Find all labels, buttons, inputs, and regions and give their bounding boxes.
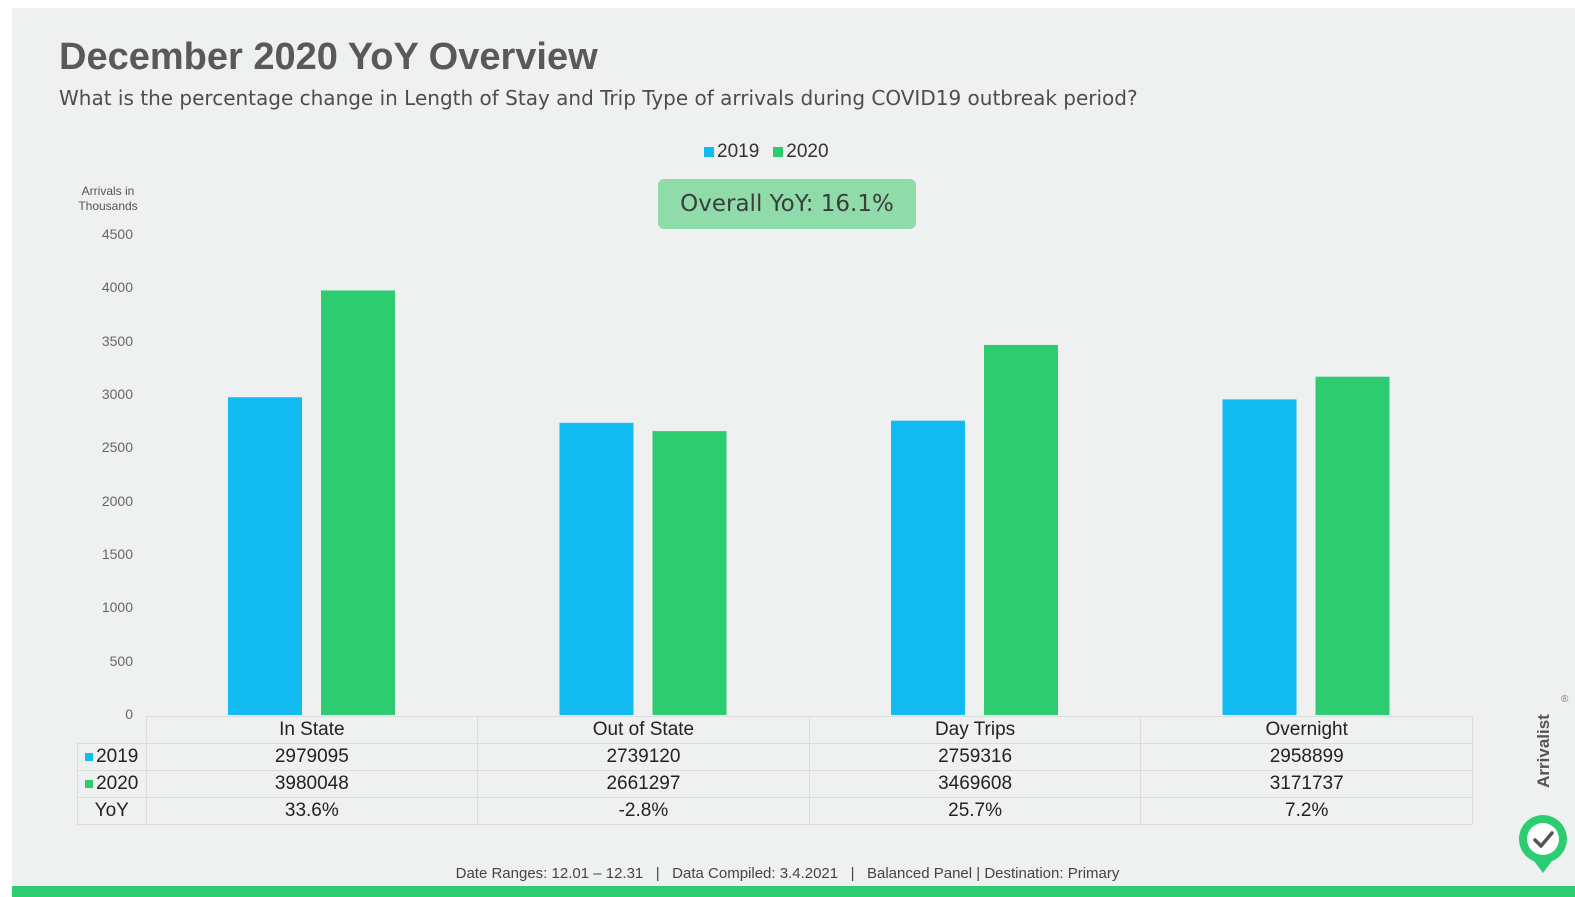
legend-label-2019: 2019 bbox=[717, 141, 760, 162]
footer-note: Date Ranges: 12.01 – 12.31 | Data Compil… bbox=[455, 865, 1120, 882]
table-row-yoy: YoY 33.6% -2.8% 25.7% 7.2% bbox=[77, 797, 1473, 825]
bar-2020-day-trips bbox=[984, 344, 1058, 715]
category-label-in-state: In State bbox=[145, 716, 479, 744]
yoy-day-trips: 25.7% bbox=[808, 797, 1142, 825]
row-label-2019: 2019 bbox=[77, 743, 147, 771]
category-label-overnight: Overnight bbox=[1140, 716, 1473, 744]
y-tick-label: 3000 bbox=[101, 386, 133, 402]
category-label-day-trips: Day Trips bbox=[808, 716, 1142, 744]
bottom-accent-bar bbox=[12, 886, 1575, 897]
legend-item-2020: 2020 bbox=[773, 141, 829, 163]
chart-subtitle: What is the percentage change in Length … bbox=[59, 86, 1138, 110]
yoy-out-of-state: -2.8% bbox=[477, 797, 810, 825]
value-2019-out-of-state: 2739120 bbox=[477, 743, 810, 771]
legend-swatch-2020 bbox=[773, 147, 784, 157]
y-tick-label: 1000 bbox=[101, 599, 133, 616]
y-axis-label: Arrivals in Thousands bbox=[78, 184, 138, 213]
legend-swatch-2019 bbox=[704, 147, 714, 157]
bar-2019-day-trips bbox=[891, 420, 965, 715]
value-2020-day-trips: 3469608 bbox=[808, 770, 1142, 798]
bar-2020-in-state bbox=[321, 290, 395, 715]
data-table: In State Out of State Day Trips Overnigh… bbox=[77, 716, 1473, 825]
row-swatch-2020 bbox=[85, 779, 94, 788]
bar-2020-overnight bbox=[1315, 376, 1390, 715]
yoy-in-state: 33.6% bbox=[145, 797, 479, 825]
y-tick-label: 2500 bbox=[101, 439, 133, 456]
bar-2019-overnight bbox=[1222, 399, 1297, 715]
bar-2019-in-state bbox=[228, 397, 302, 715]
table-header-row: In State Out of State Day Trips Overnigh… bbox=[78, 716, 1473, 744]
brand-logo-text: Arrivalist bbox=[1534, 714, 1553, 788]
y-tick-label: 4500 bbox=[101, 226, 133, 242]
table-row-2020: 2020 3980048 2661297 3469608 3171737 bbox=[77, 770, 1473, 798]
row-label-2019-text: 2019 bbox=[96, 746, 139, 767]
y-tick-label: 4000 bbox=[101, 279, 133, 296]
brand-registered-mark: ® bbox=[1561, 694, 1569, 705]
value-2020-overnight: 3171737 bbox=[1140, 770, 1473, 798]
value-2020-out-of-state: 2661297 bbox=[477, 770, 810, 798]
value-2019-day-trips: 2759316 bbox=[808, 743, 1142, 771]
row-label-2020: 2020 bbox=[77, 770, 147, 798]
chart-title: December 2020 YoY Overview bbox=[59, 36, 598, 78]
table-row-2019: 2019 2979095 2739120 2759316 2958899 bbox=[77, 743, 1473, 771]
row-label-2020-text: 2020 bbox=[96, 773, 139, 794]
y-tick-label: 2000 bbox=[101, 492, 133, 509]
y-tick-label: 0 bbox=[125, 706, 133, 722]
bar-2020-out-of-state bbox=[652, 431, 727, 715]
legend-label-2020: 2020 bbox=[786, 141, 829, 162]
value-2019-overnight: 2958899 bbox=[1140, 743, 1473, 771]
table-corner bbox=[78, 717, 147, 744]
bar-2019-out-of-state bbox=[559, 422, 634, 715]
row-label-yoy: YoY bbox=[77, 797, 147, 825]
brand-check-pin-icon bbox=[1518, 815, 1567, 873]
y-tick-label: 1500 bbox=[101, 546, 133, 562]
legend: 2019 2020 bbox=[704, 141, 829, 163]
overall-yoy-badge: Overall YoY: 16.1% bbox=[658, 179, 916, 229]
value-2020-in-state: 3980048 bbox=[145, 770, 479, 798]
y-tick-label: 500 bbox=[109, 652, 133, 669]
yoy-overnight: 7.2% bbox=[1140, 797, 1473, 825]
category-label-out-of-state: Out of State bbox=[477, 716, 810, 744]
value-2019-in-state: 2979095 bbox=[145, 743, 479, 771]
legend-item-2019: 2019 bbox=[704, 141, 759, 163]
y-tick-label: 3500 bbox=[101, 332, 133, 349]
row-swatch-2019 bbox=[85, 752, 94, 761]
